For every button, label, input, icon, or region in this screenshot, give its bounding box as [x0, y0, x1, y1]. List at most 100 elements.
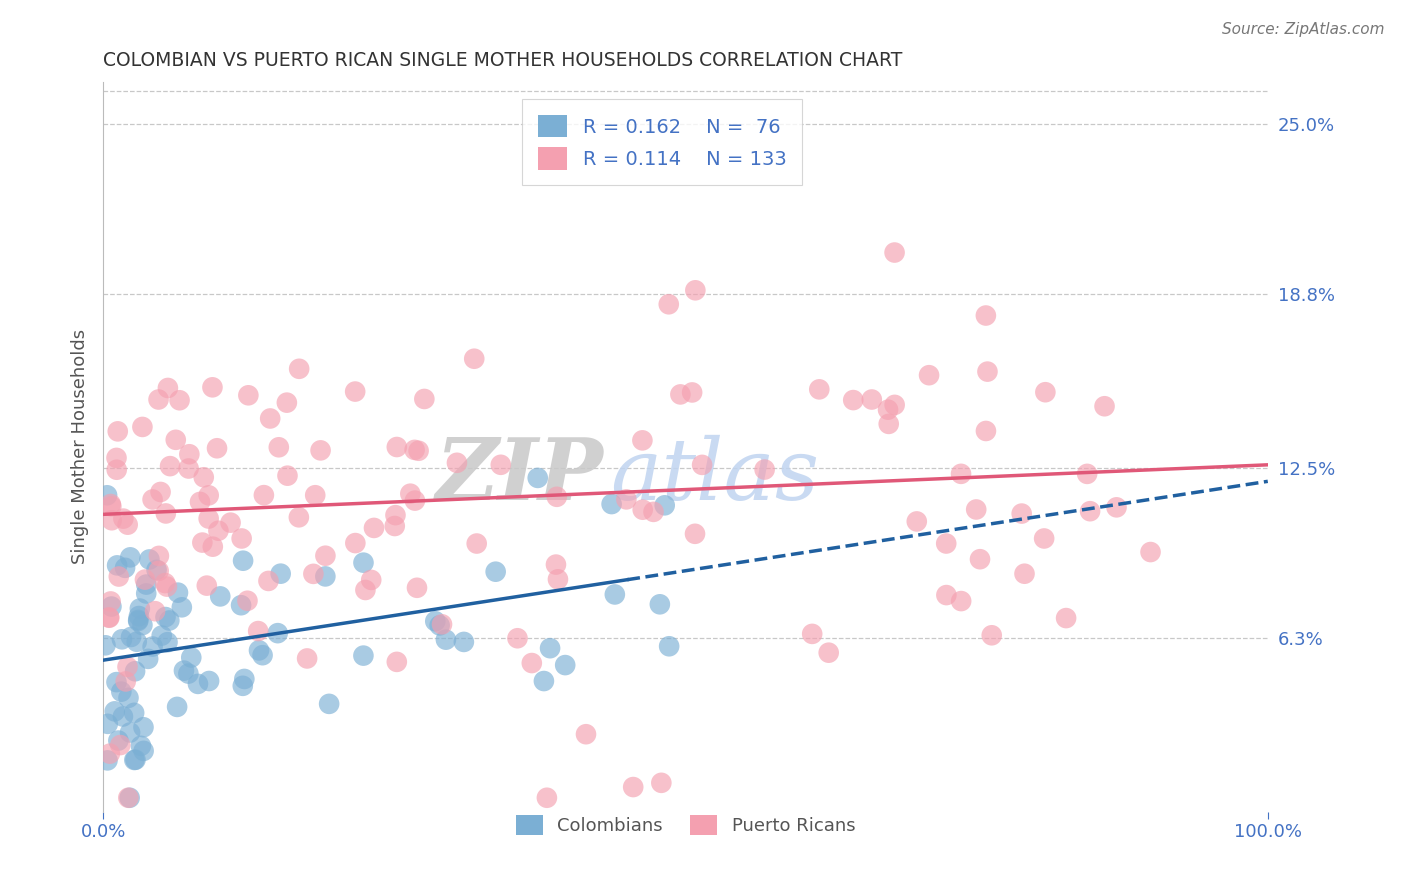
- Y-axis label: Single Mother Households: Single Mother Households: [72, 329, 89, 565]
- Point: [453, 635, 475, 649]
- Point: [117, 517, 139, 532]
- Point: [155, 610, 177, 624]
- Point: [654, 498, 676, 512]
- Text: atlas: atlas: [610, 434, 818, 517]
- Point: [247, 643, 270, 657]
- Point: [683, 526, 706, 541]
- Point: [104, 704, 127, 718]
- Point: [808, 382, 831, 396]
- Point: [105, 558, 128, 573]
- Point: [98, 611, 121, 625]
- Point: [247, 624, 270, 638]
- Point: [98, 747, 121, 761]
- Point: [125, 634, 148, 648]
- Point: [131, 618, 153, 632]
- Point: [145, 563, 167, 577]
- Point: [408, 443, 430, 458]
- Point: [153, 576, 176, 591]
- Point: [97, 610, 120, 624]
- Point: [603, 587, 626, 601]
- Point: [156, 635, 179, 649]
- Point: [105, 463, 128, 477]
- Point: [107, 733, 129, 747]
- Point: [950, 594, 973, 608]
- Point: [877, 402, 900, 417]
- Point: [159, 459, 181, 474]
- Point: [648, 597, 671, 611]
- Point: [177, 461, 200, 475]
- Point: [935, 536, 957, 550]
- Point: [124, 665, 146, 679]
- Point: [1033, 532, 1056, 546]
- Point: [114, 674, 136, 689]
- Point: [198, 673, 221, 688]
- Point: [124, 753, 146, 767]
- Point: [155, 507, 177, 521]
- Point: [413, 392, 436, 406]
- Point: [118, 790, 141, 805]
- Point: [267, 626, 290, 640]
- Point: [318, 697, 340, 711]
- Point: [399, 486, 422, 500]
- Point: [128, 609, 150, 624]
- Point: [111, 632, 134, 647]
- Point: [107, 569, 129, 583]
- Point: [430, 617, 453, 632]
- Point: [905, 515, 928, 529]
- Point: [195, 579, 218, 593]
- Point: [554, 658, 576, 673]
- Point: [658, 640, 681, 654]
- Point: [100, 497, 122, 511]
- Point: [406, 581, 429, 595]
- Point: [384, 519, 406, 533]
- Point: [193, 470, 215, 484]
- Point: [197, 488, 219, 502]
- Point: [257, 574, 280, 588]
- Point: [404, 442, 426, 457]
- Point: [446, 456, 468, 470]
- Point: [117, 790, 139, 805]
- Point: [360, 573, 382, 587]
- Point: [253, 488, 276, 502]
- Point: [131, 420, 153, 434]
- Point: [96, 753, 118, 767]
- Point: [120, 630, 142, 644]
- Point: [143, 604, 166, 618]
- Point: [207, 524, 229, 538]
- Point: [621, 780, 644, 794]
- Point: [650, 776, 672, 790]
- Point: [96, 488, 118, 502]
- Point: [801, 627, 824, 641]
- Point: [506, 632, 529, 646]
- Point: [429, 618, 451, 632]
- Point: [97, 716, 120, 731]
- Legend: Colombians, Puerto Ricans: Colombians, Puerto Ricans: [509, 807, 862, 843]
- Point: [233, 672, 256, 686]
- Point: [148, 564, 170, 578]
- Point: [135, 577, 157, 591]
- Point: [1054, 611, 1077, 625]
- Point: [288, 510, 311, 524]
- Text: ZIP: ZIP: [436, 434, 605, 518]
- Point: [614, 492, 637, 507]
- Point: [197, 511, 219, 525]
- Point: [354, 582, 377, 597]
- Point: [817, 646, 839, 660]
- Point: [976, 365, 998, 379]
- Point: [344, 536, 367, 550]
- Point: [100, 594, 122, 608]
- Point: [132, 744, 155, 758]
- Point: [344, 384, 367, 399]
- Point: [980, 628, 1002, 642]
- Point: [150, 629, 173, 643]
- Point: [520, 656, 543, 670]
- Point: [166, 699, 188, 714]
- Point: [157, 614, 180, 628]
- Point: [575, 727, 598, 741]
- Point: [353, 556, 375, 570]
- Point: [276, 468, 298, 483]
- Point: [918, 368, 941, 383]
- Point: [231, 532, 253, 546]
- Point: [404, 493, 426, 508]
- Point: [631, 434, 654, 448]
